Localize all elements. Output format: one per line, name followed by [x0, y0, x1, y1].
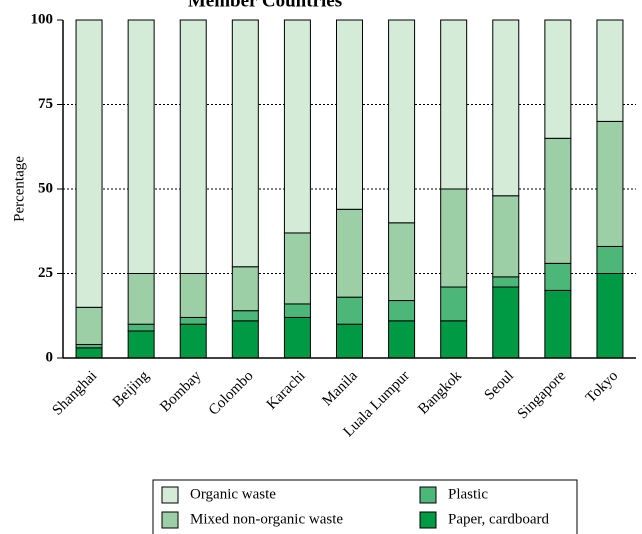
bar-segment [336, 296, 363, 325]
bar-segment [544, 262, 572, 291]
y-tick-label: 25 [38, 265, 53, 281]
bar-segment [492, 286, 520, 359]
bar-segment [75, 347, 103, 359]
x-tick-label: Singapore [515, 368, 570, 423]
bar-segment [544, 289, 572, 359]
bar-segment [179, 273, 207, 318]
bar-segment [283, 19, 311, 234]
bar-segment [127, 330, 155, 359]
bar-segment [336, 19, 363, 210]
bar-segment [75, 306, 103, 345]
bar-segment [336, 323, 363, 359]
bar-segment [544, 19, 572, 139]
bar-segment [492, 19, 520, 197]
bar-segment [283, 232, 311, 305]
bar-segment [283, 316, 311, 359]
bar-segment [179, 316, 207, 325]
bar-segment [231, 320, 259, 359]
bar-segment [75, 343, 103, 349]
bar-segment [75, 19, 103, 308]
bar-segment [492, 276, 520, 288]
bar-segment [127, 323, 155, 332]
y-tick-label: 75 [38, 96, 53, 112]
bar-segment [388, 300, 416, 322]
chart-title: Member Countries [188, 0, 342, 11]
bar-segment [440, 286, 468, 322]
bar-segment [492, 195, 520, 278]
bar-segment [179, 323, 207, 359]
x-tick-label: Colombo [206, 368, 257, 419]
bar-segment [336, 208, 363, 298]
bar-segment [231, 266, 259, 312]
bar-segment [440, 188, 468, 288]
bar-segment [596, 245, 624, 275]
x-tick-label: Tokyo [583, 368, 621, 406]
bar-segment [388, 222, 416, 302]
y-tick-label: 50 [38, 180, 53, 196]
x-tick-label: Manila [319, 368, 361, 410]
x-tick-label: Beijing [110, 368, 153, 411]
legend-label: Mixed non-organic waste [190, 511, 343, 527]
y-tick-label: 0 [46, 349, 54, 365]
bar-segment [388, 320, 416, 359]
legend-swatch [419, 486, 437, 504]
legend-label: Organic waste [190, 486, 276, 502]
bar-segment [596, 273, 624, 359]
bar-segment [283, 303, 311, 318]
x-tick-label: Seoul [482, 368, 517, 403]
bar-segment [231, 19, 259, 268]
bar-segment [231, 310, 259, 322]
legend-label: Plastic [448, 486, 488, 502]
bar-segment [127, 19, 155, 274]
x-tick-label: Karachi [264, 368, 309, 413]
bar-segment [440, 320, 468, 359]
y-tick-label: 100 [31, 11, 54, 27]
bar-segment [596, 19, 624, 122]
bar-segment [179, 19, 207, 274]
bar-segment [388, 19, 416, 224]
legend-box [152, 479, 578, 534]
bar-segment [127, 273, 155, 325]
legend-swatch [419, 511, 437, 529]
legend-swatch [161, 511, 179, 529]
bar-segment [596, 120, 624, 247]
bar-segment [544, 137, 572, 264]
bar-segment [440, 19, 468, 190]
legend-swatch [161, 486, 179, 504]
x-tick-label: Bombay [157, 368, 205, 416]
legend-label: Paper, cardboard [448, 511, 550, 527]
y-axis-label: Percentage [11, 156, 27, 222]
x-tick-label: Bangkok [415, 368, 465, 418]
x-tick-label: Shanghai [50, 368, 101, 419]
